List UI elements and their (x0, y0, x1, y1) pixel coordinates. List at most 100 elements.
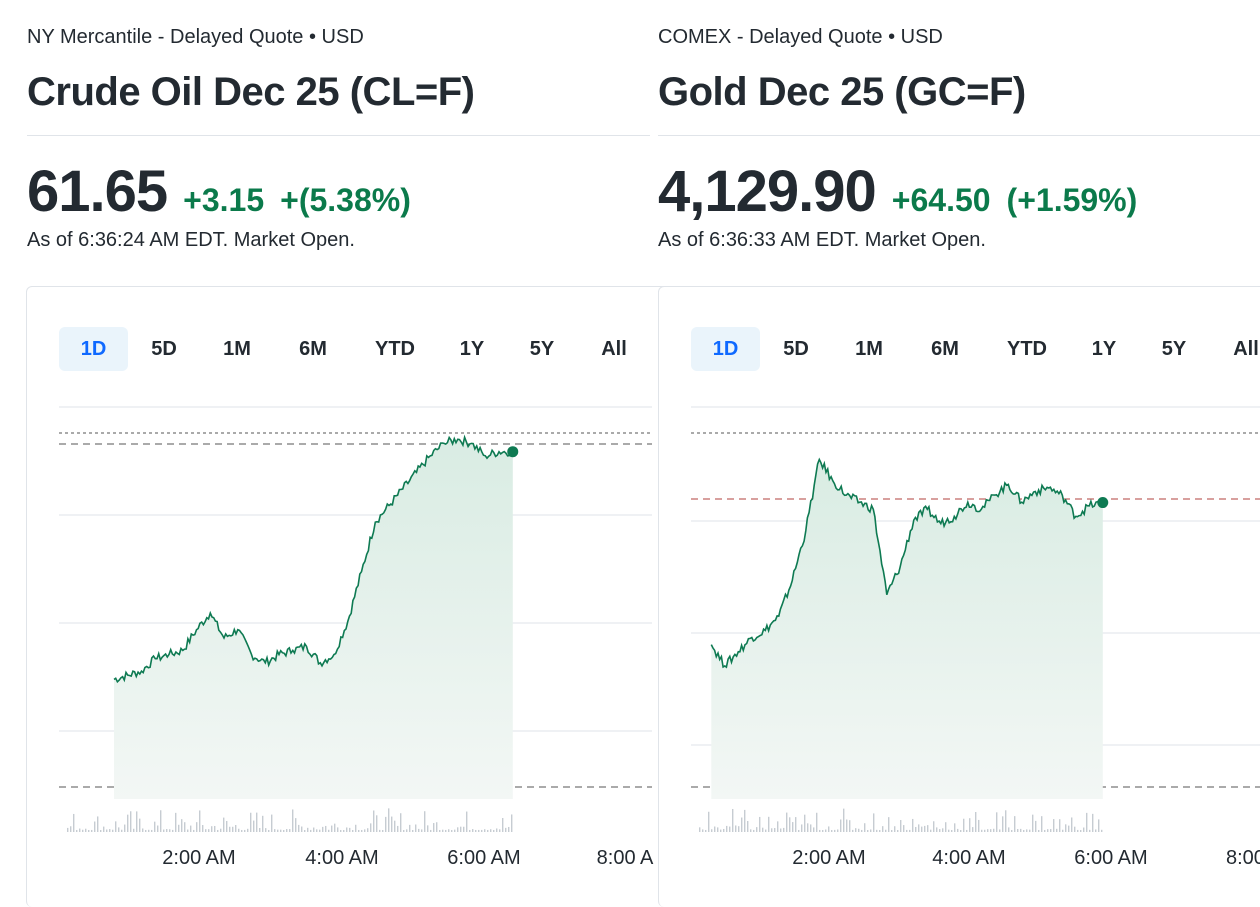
volume-bar (798, 829, 800, 832)
volume-bar (307, 827, 309, 832)
volume-bar (1053, 819, 1055, 832)
divider (27, 135, 650, 136)
volume-bar (142, 828, 144, 832)
volume-bar (370, 823, 372, 832)
price-chart-crude-oil[interactable]: 2:00 AM 4:00 AM 6:00 AM 8:00 A (27, 287, 667, 907)
volume-bar (1023, 829, 1025, 832)
price-chart-gold[interactable]: 2:00 AM 4:00 AM 6:00 AM 8:00 . (659, 287, 1260, 907)
volume-bar (951, 829, 953, 832)
volume-bar (840, 819, 842, 832)
volume-bar (322, 826, 324, 832)
tab-6m[interactable]: 6M (299, 338, 327, 360)
volume-bar (298, 824, 300, 832)
volume-bar (804, 814, 806, 832)
volume-bar (367, 828, 369, 832)
last-price: 61.65 (27, 159, 168, 224)
volume-bar (702, 829, 704, 832)
x-tick-label: 8:00 A (597, 847, 654, 869)
volume-bar (103, 826, 105, 832)
tab-5y[interactable]: 5Y (529, 338, 555, 360)
volume-bar (79, 828, 81, 832)
volume-bar (975, 812, 977, 832)
volume-bar (376, 815, 378, 832)
tab-6m[interactable]: 6M (931, 338, 959, 360)
volume-bar (274, 829, 276, 832)
volume-bar (94, 821, 96, 832)
volume-bar (313, 827, 315, 832)
volume-bar (948, 829, 950, 832)
volume-bar (732, 808, 734, 832)
volume-bar (801, 824, 803, 832)
volume-bar (85, 828, 87, 832)
volume-bar (262, 815, 264, 832)
volume-bar (217, 829, 219, 832)
as-of-timestamp: As of 6:36:24 AM EDT. Market Open. (27, 229, 355, 251)
volume-bar (421, 829, 423, 832)
volume-bar (750, 829, 752, 832)
price-row: 61.65 +3.15 +(5.38%) (27, 158, 411, 225)
volume-bar (472, 829, 474, 832)
volume-bar (190, 825, 192, 832)
volume-bar (954, 823, 956, 832)
x-tick-label: 4:00 AM (305, 847, 378, 869)
volume-bar (834, 829, 836, 832)
volume-bar (1062, 829, 1064, 832)
volume-bar (154, 821, 156, 832)
volume-bar (349, 827, 351, 832)
volume-bar (208, 829, 210, 832)
tab-1d[interactable]: 1D (59, 327, 128, 371)
range-tabs: 1D 5D 1M 6M YTD 1Y 5Y All (59, 327, 650, 371)
volume-bar (888, 817, 890, 832)
tab-5d[interactable]: 5D (783, 338, 809, 360)
volume-bar (244, 829, 246, 832)
tab-ytd[interactable]: YTD (375, 338, 415, 360)
volume-bar (145, 829, 147, 832)
volume-bar (831, 829, 833, 832)
volume-bar (409, 824, 411, 832)
volume-bar (490, 829, 492, 832)
tab-5y[interactable]: 5Y (1161, 338, 1187, 360)
volume-bar (1056, 828, 1058, 832)
volume-bar (166, 829, 168, 832)
tab-all[interactable]: All (601, 338, 627, 360)
tab-1m[interactable]: 1M (855, 338, 883, 360)
volume-bar (939, 829, 941, 832)
range-tabs: 1D 5D 1M 6M YTD 1Y 5Y All (691, 327, 1260, 371)
volume-bar (184, 822, 186, 832)
volume-bar (792, 822, 794, 832)
volume-bar (469, 829, 471, 832)
volume-bar (957, 828, 959, 832)
volume-bar (196, 822, 198, 832)
volume-bar (331, 825, 333, 832)
volume-bar (1008, 827, 1010, 832)
x-tick-label: 2:00 AM (162, 847, 235, 869)
tab-all[interactable]: All (1233, 338, 1259, 360)
volume-bar (493, 829, 495, 832)
tab-1y[interactable]: 1Y (1091, 338, 1117, 360)
volume-bar (442, 829, 444, 832)
tab-1m[interactable]: 1M (223, 338, 251, 360)
volume-bar (487, 829, 489, 832)
tab-1d[interactable]: 1D (691, 327, 760, 371)
volume-bar (280, 829, 282, 832)
volume-bar (181, 819, 183, 832)
volume-bar (100, 829, 102, 832)
volume-bar (1029, 829, 1031, 832)
volume-bar (1059, 819, 1061, 832)
volume-bar (481, 829, 483, 832)
volume-bar (106, 829, 108, 832)
volume-bar (328, 829, 330, 832)
volume-bar (816, 812, 818, 832)
volume-bar (768, 816, 770, 832)
volume-bar (319, 829, 321, 832)
volume-bar (361, 829, 363, 832)
volume-bar (1083, 827, 1085, 832)
volume-bar (1074, 826, 1076, 832)
volume-bar (67, 827, 69, 832)
volume-bar (966, 829, 968, 832)
tab-5d[interactable]: 5D (151, 338, 177, 360)
tab-ytd[interactable]: YTD (1007, 338, 1047, 360)
x-tick-label: 4:00 AM (932, 847, 1005, 869)
volume-bar (1101, 829, 1103, 832)
tab-1y[interactable]: 1Y (459, 338, 485, 360)
